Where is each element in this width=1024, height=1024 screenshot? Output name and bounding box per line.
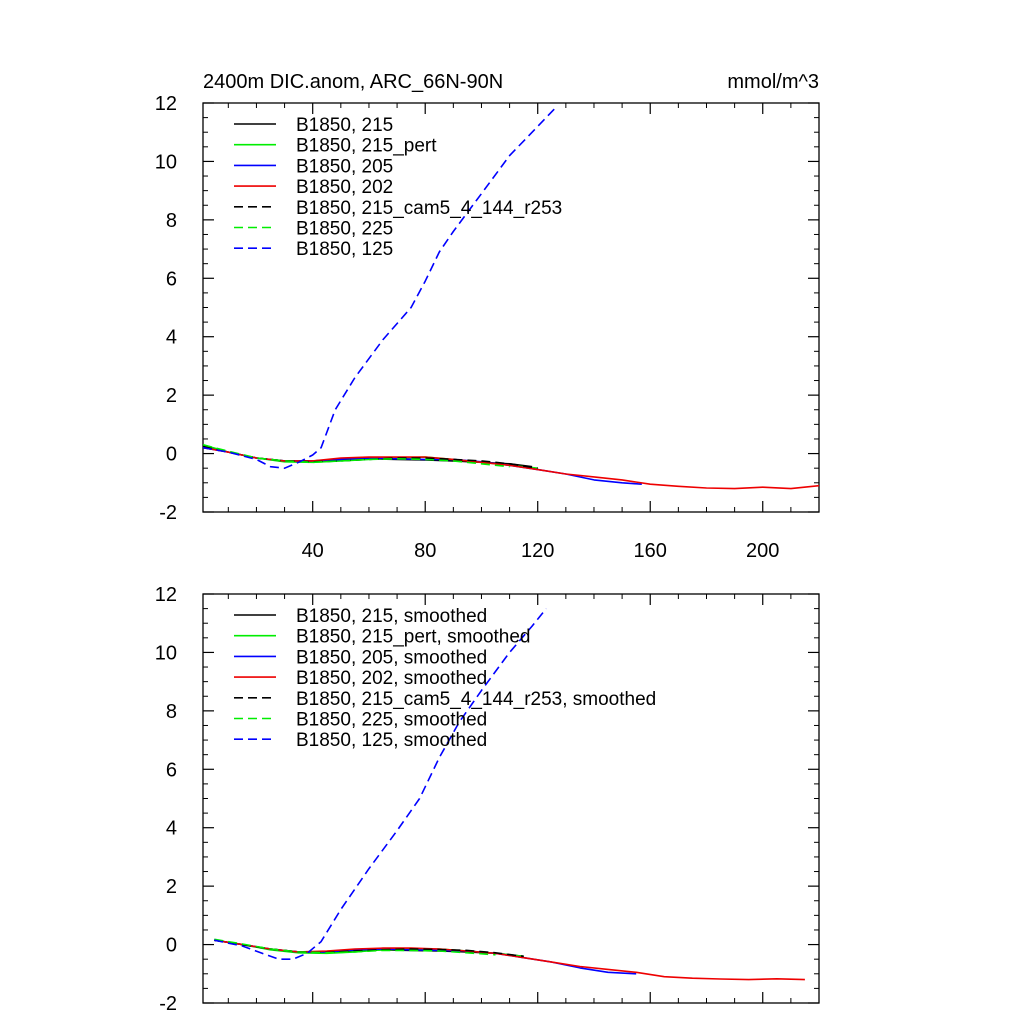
y-tick-label: 4 [166,327,177,349]
series-group [214,608,805,981]
legend-label: B1850, 215 [296,115,393,136]
legend-label: B1850, 125 [296,239,393,260]
y-tick-label: 8 [166,701,177,723]
y-tick-label: 0 [166,935,177,957]
legend-label: B1850, 125, smoothed [296,730,487,751]
legend-label: B1850, 215, smoothed [296,606,487,627]
series-line [203,444,510,468]
y-tick-label: 6 [166,759,177,781]
y-tick-label: 12 [155,93,177,115]
series-line [214,939,805,981]
y-tick-label: 2 [166,385,177,407]
series-line [214,939,637,975]
y-tick-label: 4 [166,818,177,840]
legend-label: B1850, 225, smoothed [296,710,487,731]
series-line [203,445,538,469]
y-tick-label: -2 [159,502,177,524]
y-tick-label: 0 [166,444,177,466]
y-tick-label: 6 [166,268,177,290]
legend-label: B1850, 202, smoothed [296,668,487,689]
x-tick-label: 120 [521,540,554,562]
series-group [203,105,819,490]
series-line [214,608,547,961]
y-tick-label: 12 [155,584,177,606]
chart-title: 2400m DIC.anom, ARC_66N-90N [203,71,503,93]
legend-label: B1850, 215_cam5_4_144_r253 [296,198,562,219]
series-line [203,446,819,490]
legend-label: B1850, 215_pert [296,136,437,157]
x-tick-label: 40 [302,540,324,562]
x-tick-label: 160 [634,540,667,562]
y-tick-label: -2 [159,993,177,1015]
y-tick-label: 10 [155,642,177,664]
y-tick-label: 10 [155,151,177,173]
legend-label: B1850, 215_pert, smoothed [296,627,531,648]
x-tick-label: 80 [414,540,436,562]
legend-label: B1850, 215_cam5_4_144_r253, smoothed [296,689,656,710]
series-line [203,105,558,470]
legend-label: B1850, 205, smoothed [296,647,487,668]
units-label: mmol/m^3 [727,71,819,93]
x-tick-label: 200 [746,540,779,562]
series-line [214,938,496,956]
legend-label: B1850, 205 [296,156,393,177]
y-tick-label: 8 [166,210,177,232]
series-line [203,446,642,485]
legend-label: B1850, 202 [296,177,393,198]
y-tick-label: 2 [166,876,177,898]
legend-label: B1850, 225 [296,219,393,240]
